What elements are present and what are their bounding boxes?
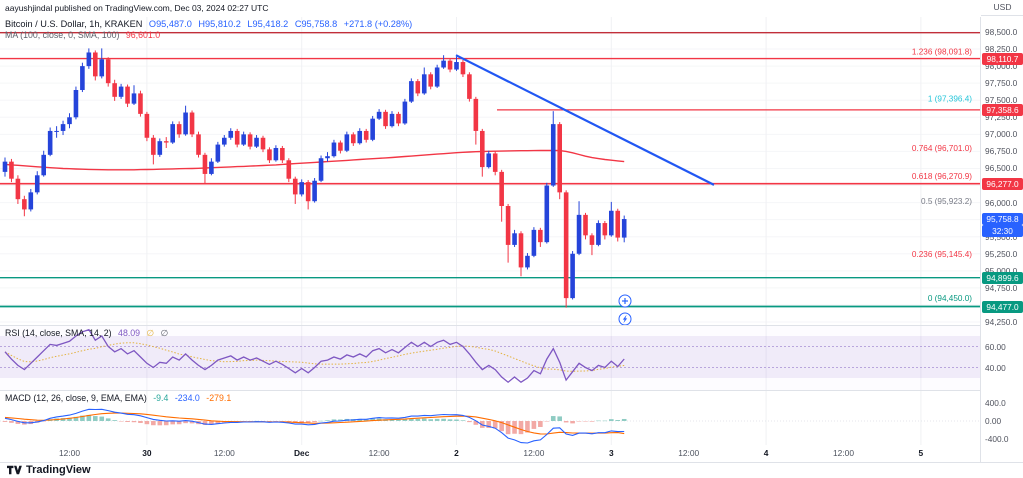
ohlc-open: O95,487.0 [148,19,192,29]
pane-separator[interactable] [0,325,1023,326]
price-tick: 96,000.0 [985,197,1018,208]
price-tick: 96,500.0 [985,163,1018,174]
fib-label: 1.236 (98,091.8) [912,48,972,57]
rsi-value: 48.09 [118,328,141,338]
time-tick: 12:00 [368,448,390,458]
time-tick: 12:00 [523,448,545,458]
symbol-legend: Bitcoin / U.S. Dollar, 1h, KRAKEN O95,48… [5,19,416,29]
ohlc-close: C95,758.8 [294,19,338,29]
candles-layer [2,48,627,308]
price-tick: 98,000.0 [985,61,1018,72]
rsi-tick: 60.00 [985,341,1006,352]
price-tick: 97,250.0 [985,112,1018,123]
alert-plus-button[interactable] [618,294,632,308]
rsi-pane-background [0,325,980,390]
time-tick: 4 [763,448,769,458]
time-tick: 2 [454,448,459,458]
rsi-line [4,328,625,384]
attribution-text: aayushjindal published on TradingView.co… [5,3,269,13]
currency-label[interactable]: USD [981,2,1023,16]
ma-label: MA (100, close, 0, SMA, 100) [5,29,120,40]
rsi-hidden-value-icon: ∅ [160,328,169,338]
time-tick: Dec [294,448,310,458]
macd-label: MACD (12, 26, close, 9, EMA, EMA) [5,393,147,403]
price-change: +271.8 (+0.28%) [343,19,413,29]
time-tick: 12:00 [59,448,80,458]
time-axis[interactable]: 12:00 30 12:00 Dec 12:00 2 12:00 3 12:00 4 12:00 5 [0,445,980,462]
price-tick: 97,750.0 [985,78,1018,89]
macd-legend: MACD (12, 26, close, 9, EMA, EMA) -9.4 -… [5,393,235,403]
tradingview-logo-icon [7,465,22,475]
time-tick: 3 [608,448,614,458]
ohlc-low: L95,418.2 [247,19,289,29]
rsi-pane[interactable] [0,325,980,390]
symbol-title: Bitcoin / U.S. Dollar, 1h, KRAKEN [5,19,143,29]
fib-label: 0.5 (95,923.2) [921,197,972,206]
ma-value: 96,601.0 [125,29,161,40]
macd-line-value: -234.0 [174,393,200,403]
price-badge: 96,277.0 [982,177,1023,190]
price-tick: 97,000.0 [985,129,1018,140]
time-tick: 30 [142,448,152,458]
countdown-badge: 32:30 [982,224,1023,237]
fib-label: 1 (97,396.4) [928,95,972,104]
price-badge: 95,758.8 [982,213,1023,226]
macd-signal-value: -279.1 [206,393,232,403]
level-lines [0,32,980,308]
ma-legend: MA (100, close, 0, SMA, 100) 96,601.0 [5,30,164,40]
tradingview-logo[interactable]: TradingView [7,464,91,476]
macd-tick: -400.0 [985,434,1009,444]
time-tick: 5 [918,448,924,458]
macd-main-line [4,408,625,444]
macd-pane[interactable] [0,390,980,445]
macd-signal-line [4,412,625,435]
price-axis[interactable]: USD 98,500.0 98,250.0 98,000.0 97,750.0 97,5… [980,2,1023,462]
price-badge: 98,110.7 [982,52,1023,65]
time-tick: 12:00 [678,448,700,458]
price-tick: 97,500.0 [985,95,1018,106]
time-tick: 12:00 [833,448,854,458]
price-chart-pane[interactable]: 1.236 (98,091.8) 1 (97,396.4) 0.764 (96,70… [0,17,980,325]
tradingview-logo-text: TradingView [26,464,91,476]
price-tick: 98,250.0 [985,44,1018,55]
ma-100-line [4,149,625,171]
fib-label: 0.764 (96,701.0) [912,144,972,153]
price-tick: 95,000.0 [985,265,1018,276]
lightning-button[interactable] [618,312,632,325]
fib-label: 0.618 (96,270.9) [912,172,972,181]
pane-separator[interactable] [0,390,1023,391]
price-tick: 95,250.0 [985,248,1018,259]
macd-hist-value: -9.4 [153,393,169,403]
price-badge: 94,477.0 [982,300,1023,313]
rsi-legend: RSI (14, close, SMA, 14, 2) 48.09 ∅ ∅ [5,328,172,339]
macd-tick: 0.00 [985,416,1002,426]
price-badge: 94,899.6 [982,271,1023,284]
fib-label: 0.236 (95,145.4) [912,250,972,259]
rsi-tick: 40.00 [985,362,1006,373]
ohlc-high: H95,810.2 [198,19,241,29]
fib-label: 0 (94,450.0) [928,294,972,303]
fib-labels: 1.236 (98,091.8) 1 (97,396.4) 0.764 (96,70… [912,48,972,303]
descending-trendline[interactable] [455,54,715,186]
price-tick: 98,500.0 [985,27,1018,37]
rsi-hidden-value-icon: ∅ [146,328,155,338]
rsi-label: RSI (14, close, SMA, 14, 2) [5,328,112,338]
price-tick: 94,250.0 [985,317,1018,327]
price-tick: 94,750.0 [985,282,1018,293]
time-tick: 12:00 [213,448,235,458]
price-tick: 96,750.0 [985,146,1018,157]
rsi-band [0,336,980,378]
price-badge: 97,358.6 [982,103,1023,117]
footer-bar: TradingView [0,462,1023,478]
macd-tick: 400.0 [985,398,1006,408]
